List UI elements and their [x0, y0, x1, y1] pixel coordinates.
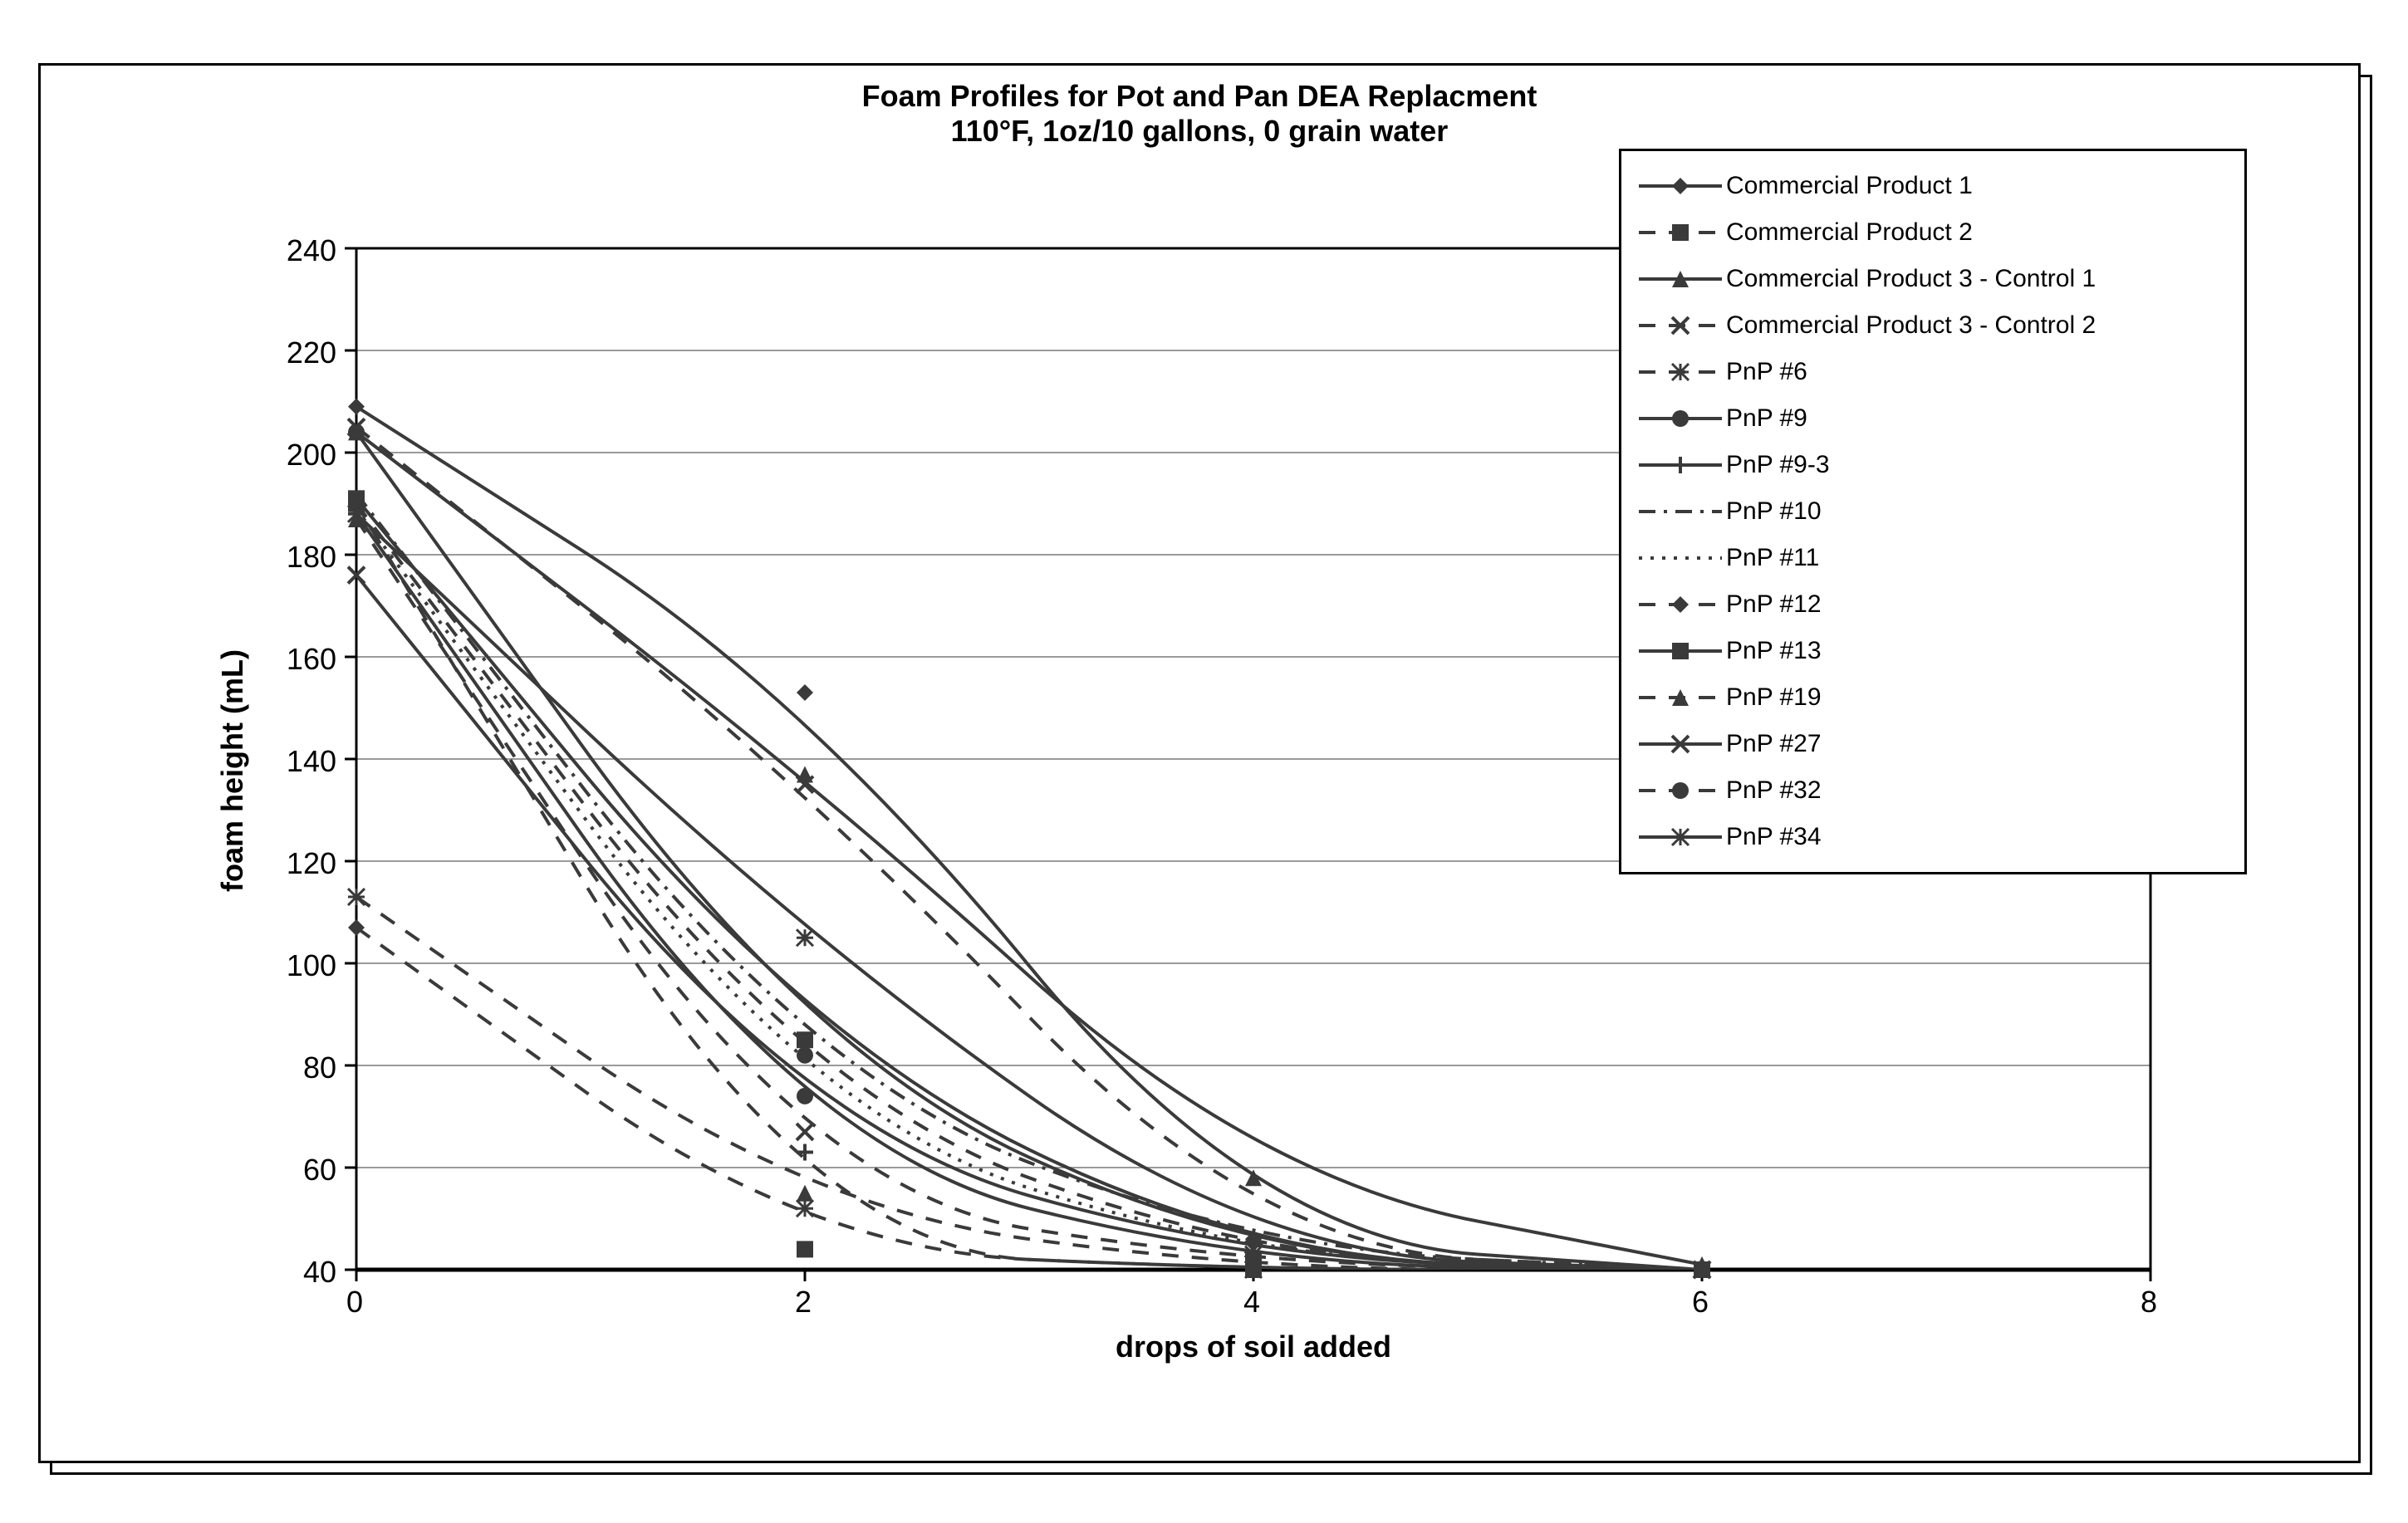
legend-swatch: [1635, 448, 1726, 482]
y-tick-label: 200: [287, 438, 336, 473]
page: Foam Profiles for Pot and Pan DEA Replac…: [0, 0, 2408, 1523]
legend-swatch: [1635, 820, 1726, 854]
chart-title-line1: Foam Profiles for Pot and Pan DEA Replac…: [41, 79, 2358, 114]
chart-title: Foam Profiles for Pot and Pan DEA Replac…: [41, 79, 2358, 149]
y-tick-label: 120: [287, 846, 336, 881]
legend-item: PnP #9: [1635, 395, 2224, 442]
legend-label: Commercial Product 2: [1726, 218, 1973, 247]
legend-swatch: [1635, 169, 1726, 203]
legend-item: PnP #10: [1635, 488, 2224, 535]
legend-label: PnP #27: [1726, 730, 1822, 758]
legend-label: PnP #9: [1726, 404, 1807, 433]
y-tick-label: 60: [303, 1153, 336, 1188]
x-tick-label: 4: [1243, 1285, 1260, 1320]
y-tick-label: 100: [287, 948, 336, 983]
legend-item: PnP #9-3: [1635, 442, 2224, 488]
legend-label: Commercial Product 3 - Control 1: [1726, 265, 2096, 293]
x-tick-label: 2: [795, 1285, 812, 1320]
legend-swatch: [1635, 541, 1726, 575]
legend-label: PnP #12: [1726, 590, 1822, 619]
legend-label: PnP #19: [1726, 683, 1822, 712]
legend: Commercial Product 1 Commercial Product 2…: [1619, 149, 2247, 874]
y-tick-label: 220: [287, 335, 336, 370]
y-tick-label: 40: [303, 1255, 336, 1290]
legend-swatch: [1635, 588, 1726, 621]
x-axis-label: drops of soil added: [356, 1330, 2151, 1364]
legend-swatch: [1635, 262, 1726, 296]
legend-item: PnP #27: [1635, 721, 2224, 767]
legend-label: PnP #11: [1726, 544, 1819, 572]
legend-item: PnP #34: [1635, 814, 2224, 860]
legend-swatch: [1635, 774, 1726, 807]
legend-item: PnP #6: [1635, 349, 2224, 395]
y-tick-label: 240: [287, 233, 336, 268]
legend-label: PnP #34: [1726, 823, 1822, 851]
y-tick-label: 80: [303, 1050, 336, 1085]
legend-item: PnP #11: [1635, 535, 2224, 581]
legend-swatch: [1635, 681, 1726, 714]
legend-item: Commercial Product 3 - Control 1: [1635, 256, 2224, 302]
chart-title-line2: 110°F, 1oz/10 gallons, 0 grain water: [41, 114, 2358, 149]
legend-swatch: [1635, 309, 1726, 342]
legend-item: PnP #32: [1635, 767, 2224, 814]
legend-swatch: [1635, 355, 1726, 389]
legend-label: PnP #13: [1726, 637, 1822, 665]
legend-label: PnP #10: [1726, 497, 1822, 526]
y-tick-label: 160: [287, 642, 336, 677]
legend-label: Commercial Product 3 - Control 2: [1726, 311, 2096, 340]
x-tick-label: 8: [2141, 1285, 2157, 1320]
legend-swatch: [1635, 216, 1726, 249]
y-tick-label: 180: [287, 540, 336, 575]
y-axis-label: foam height (mL): [215, 649, 250, 892]
legend-item: PnP #12: [1635, 581, 2224, 628]
y-tick-label: 140: [287, 744, 336, 779]
legend-item: PnP #19: [1635, 674, 2224, 721]
legend-label: PnP #32: [1726, 776, 1822, 805]
legend-swatch: [1635, 495, 1726, 528]
legend-label: Commercial Product 1: [1726, 172, 1973, 200]
x-tick-label: 6: [1692, 1285, 1709, 1320]
legend-item: PnP #13: [1635, 628, 2224, 674]
legend-label: PnP #9-3: [1726, 451, 1830, 479]
legend-swatch: [1635, 402, 1726, 435]
chart-frame-front: Foam Profiles for Pot and Pan DEA Replac…: [38, 63, 2361, 1463]
legend-swatch: [1635, 727, 1726, 761]
legend-label: PnP #6: [1726, 358, 1807, 386]
legend-item: Commercial Product 1: [1635, 163, 2224, 209]
legend-item: Commercial Product 3 - Control 2: [1635, 302, 2224, 349]
legend-swatch: [1635, 634, 1726, 668]
x-tick-label: 0: [346, 1285, 363, 1320]
legend-item: Commercial Product 2: [1635, 209, 2224, 256]
